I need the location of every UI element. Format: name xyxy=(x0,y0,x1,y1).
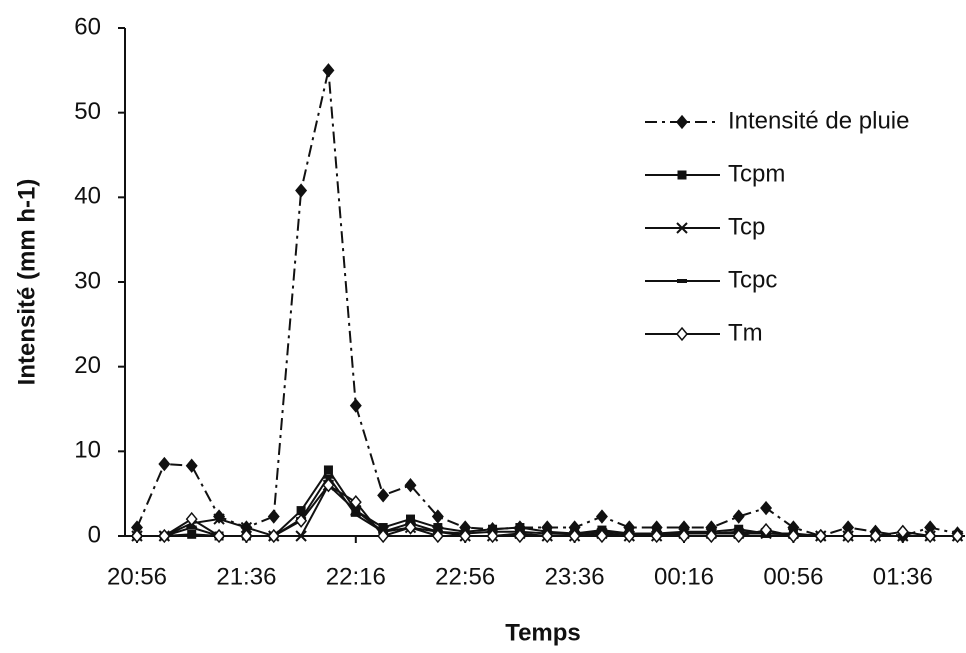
marker xyxy=(404,478,417,493)
marker xyxy=(267,528,280,544)
marker xyxy=(349,494,362,510)
marker xyxy=(323,474,334,479)
marker xyxy=(705,528,718,544)
marker xyxy=(240,521,253,534)
marker xyxy=(187,529,197,539)
marker xyxy=(158,456,171,472)
marker xyxy=(431,528,444,544)
marker xyxy=(322,63,335,78)
marker xyxy=(678,528,690,544)
marker xyxy=(213,528,226,544)
marker xyxy=(842,528,855,544)
y-tick-label: 60 xyxy=(74,13,101,40)
legend-marker xyxy=(677,170,687,180)
marker xyxy=(869,528,882,544)
x-tick-label: 00:56 xyxy=(763,563,823,590)
x-tick-label: 20:56 xyxy=(107,563,167,590)
marker xyxy=(896,524,909,539)
marker xyxy=(924,528,937,544)
marker xyxy=(595,528,608,544)
marker xyxy=(433,523,443,533)
marker xyxy=(406,514,415,524)
x-axis-label: Temps xyxy=(505,619,581,646)
marker xyxy=(158,528,171,544)
series-line xyxy=(136,70,958,538)
x-tick-label: 00:16 xyxy=(654,563,714,590)
legend-marker xyxy=(676,326,688,342)
legend-label: Tcpm xyxy=(728,160,785,187)
marker xyxy=(213,513,225,525)
marker xyxy=(814,528,827,544)
x-tick-label: 23:36 xyxy=(545,563,605,590)
marker xyxy=(568,528,581,544)
marker xyxy=(185,511,198,527)
marker xyxy=(459,528,472,544)
y-tick-label: 20 xyxy=(74,352,101,379)
marker xyxy=(295,513,308,528)
marker xyxy=(595,509,608,524)
y-axis-label: Intensité (mm h-1) xyxy=(13,179,40,386)
marker xyxy=(185,458,198,473)
legend-marker xyxy=(677,279,687,283)
marker xyxy=(322,478,335,493)
marker xyxy=(404,520,417,535)
y-tick-label: 30 xyxy=(74,267,101,294)
legend-marker xyxy=(676,222,688,234)
marker xyxy=(623,528,636,544)
y-tick-label: 0 xyxy=(88,521,101,548)
x-tick-label: 22:56 xyxy=(435,563,495,590)
marker xyxy=(377,528,390,544)
y-tick-label: 40 xyxy=(74,183,101,210)
marker xyxy=(349,398,362,413)
marker xyxy=(760,522,773,538)
marker xyxy=(541,528,554,544)
marker xyxy=(951,528,964,544)
marker xyxy=(431,509,444,524)
marker xyxy=(296,506,306,516)
legend-label: Intensité de pluie xyxy=(728,107,909,134)
marker xyxy=(515,523,525,533)
legend-label: Tcpc xyxy=(728,266,777,293)
marker xyxy=(350,512,361,517)
marker xyxy=(377,488,390,503)
marker xyxy=(378,523,388,533)
marker xyxy=(295,183,308,198)
marker xyxy=(240,528,253,544)
x-tick-label: 21:36 xyxy=(216,563,276,590)
legend-marker xyxy=(676,114,688,130)
marker xyxy=(186,525,197,530)
marker xyxy=(650,528,663,544)
marker xyxy=(486,528,499,544)
marker xyxy=(131,528,143,544)
x-tick-label: 22:16 xyxy=(326,563,386,590)
marker xyxy=(267,509,280,524)
marker xyxy=(787,528,800,544)
marker xyxy=(760,500,773,516)
marker xyxy=(732,509,745,524)
marker xyxy=(732,528,745,544)
legend-label: Tm xyxy=(728,319,763,346)
marker xyxy=(295,530,307,542)
y-tick-label: 50 xyxy=(74,98,101,125)
y-tick-label: 10 xyxy=(74,437,101,464)
x-tick-label: 01:36 xyxy=(873,563,933,590)
marker xyxy=(323,465,333,475)
legend-label: Tcp xyxy=(728,213,765,240)
marker xyxy=(513,528,526,544)
